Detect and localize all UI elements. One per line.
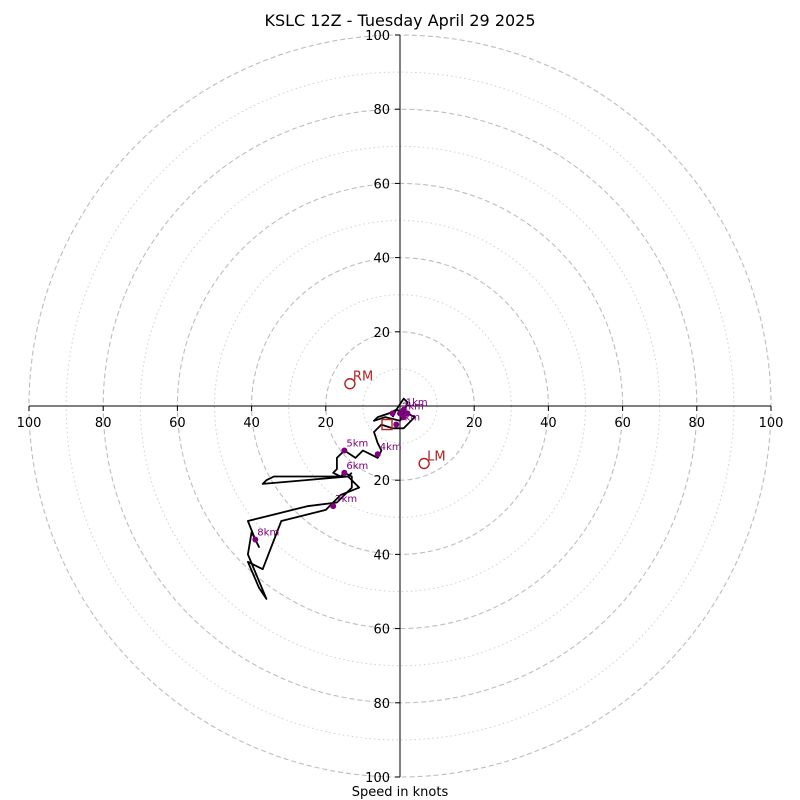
tick-labels: 100 80 60 40 20 20 40 60 80 100 100 80 60 40 20 20 40 60 8… <box>17 29 784 786</box>
height-marker-5km <box>341 447 348 454</box>
y-tick-label: 40 <box>373 252 390 267</box>
x-axis-label: Speed in knots <box>352 785 449 800</box>
height-label-7km: 7km <box>335 494 357 505</box>
height-label-5km: 5km <box>346 439 368 450</box>
hodograph-axes <box>28 34 772 778</box>
height-label-4km: 4km <box>380 442 402 453</box>
height-marker-dot <box>404 410 411 417</box>
height-marker-7km <box>330 503 337 510</box>
height-marker-8km <box>252 536 259 543</box>
height-marker-4km <box>374 451 381 458</box>
lm-storm-motion-label: LM <box>427 450 445 465</box>
y-tick-label: 80 <box>373 103 390 118</box>
height-marker-2km <box>397 410 403 417</box>
height-label-3km: 3km <box>398 413 420 424</box>
height-label-1km: 1km <box>406 398 428 409</box>
y-tick-label: 80 <box>373 697 390 712</box>
height-marker-3km <box>393 421 400 428</box>
mean-wind-marker <box>381 418 393 431</box>
rm-storm-motion-marker <box>344 378 356 390</box>
rm-storm-motion-label: RM <box>353 370 373 385</box>
y-tick-label: 60 <box>373 177 390 192</box>
x-tick-label: 40 <box>243 416 260 431</box>
height-label-2km: 2km <box>402 401 424 412</box>
height-marker-dot <box>389 410 396 417</box>
y-tick-label: 100 <box>365 29 390 44</box>
y-tick-label: 20 <box>373 326 390 341</box>
wind-trace-line <box>247 397 416 600</box>
storm-motion-markers: RM LM <box>344 370 446 470</box>
height-marker-6km <box>341 469 348 476</box>
height-label-6km: 6km <box>346 461 368 472</box>
y-tick-label: 100 <box>365 771 390 786</box>
x-tick-label: 40 <box>540 416 557 431</box>
x-tick-label: 60 <box>614 416 631 431</box>
x-tick-label: 20 <box>466 416 483 431</box>
lm-storm-motion-marker <box>418 457 430 470</box>
x-tick-label: 60 <box>169 416 186 431</box>
y-tick-label: 20 <box>373 474 390 489</box>
height-marker-1km <box>400 406 407 413</box>
x-tick-label: 100 <box>17 416 42 431</box>
height-marker-dot <box>400 414 407 421</box>
x-tick-label: 80 <box>689 416 706 431</box>
x-tick-label: 20 <box>318 416 335 431</box>
height-label-8km: 8km <box>257 528 279 539</box>
y-tick-label: 60 <box>373 623 390 638</box>
x-tick-label: 100 <box>759 416 784 431</box>
chart-title: KSLC 12Z - Tuesday April 29 2025 <box>264 11 535 30</box>
x-tick-label: 80 <box>95 416 112 431</box>
y-tick-label: 40 <box>373 548 390 563</box>
